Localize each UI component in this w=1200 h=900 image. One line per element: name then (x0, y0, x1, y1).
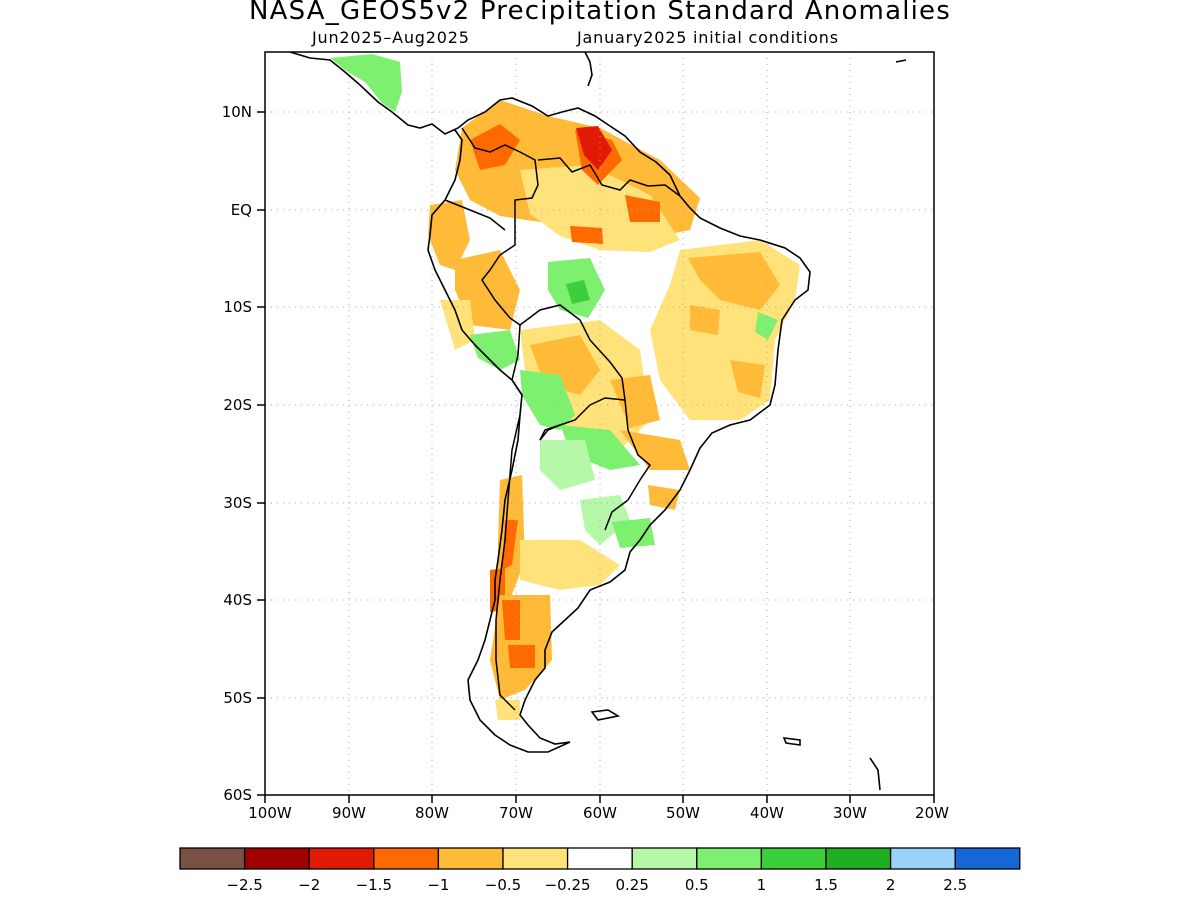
anomaly-region (648, 485, 680, 510)
colorbar-label: 2.5 (943, 876, 967, 894)
colorbar-swatch (373, 847, 440, 870)
country-borders (444, 127, 681, 711)
anomaly-region (540, 440, 595, 490)
lon-label: 80W (415, 804, 449, 822)
colorbar-label: 1 (757, 876, 767, 894)
coastlines (289, 52, 907, 791)
colorbar-label: −2.5 (226, 876, 262, 894)
forecast-period: Jun2025–Aug2025 (312, 28, 470, 47)
lat-label: 20S (223, 396, 252, 414)
anomaly-region (625, 195, 660, 222)
chart-title: NASA_GEOS5v2 Precipitation Standard Anom… (248, 0, 952, 26)
colorbar-swatch (566, 847, 633, 870)
anomaly-region (560, 425, 640, 470)
lon-label: 60W (583, 804, 617, 822)
anomaly-region (576, 126, 612, 170)
colorbar-label: 1.5 (814, 876, 838, 894)
lat-label: 30S (223, 494, 252, 512)
lat-label: 60S (223, 786, 252, 804)
anomaly-region (566, 280, 590, 304)
anomaly-region (610, 375, 660, 428)
anomaly-region (612, 518, 655, 548)
colorbar-swatch (889, 847, 956, 870)
anomaly-region (470, 330, 520, 370)
lon-label: 40W (750, 804, 784, 822)
colorbar-swatch (954, 847, 1021, 870)
lat-label: EQ (231, 201, 252, 219)
colorbar-swatch (696, 847, 763, 870)
initial-conditions: January2025 initial conditions (577, 28, 839, 47)
colorbar-swatch (179, 847, 246, 870)
colorbar-label: −0.5 (485, 876, 521, 894)
colorbar-label: −1 (427, 876, 449, 894)
colorbar-swatch (825, 847, 892, 870)
lat-label: 10S (223, 298, 252, 316)
anomaly-region (520, 540, 620, 590)
colorbar-swatch (631, 847, 698, 870)
colorbar-label: 0.5 (685, 876, 709, 894)
anomaly-region (330, 54, 402, 112)
lon-label: 50W (666, 804, 700, 822)
lon-label: 70W (499, 804, 533, 822)
anomaly-region (690, 305, 720, 335)
colorbar-label: 0.25 (615, 876, 648, 894)
longitude-labels: 100W 90W 80W 70W 60W 50W 40W 30W 20W (248, 804, 949, 822)
lon-label: 30W (833, 804, 867, 822)
anomaly-region (520, 370, 575, 430)
colorbar-label: −0.25 (545, 876, 591, 894)
anomaly-region (470, 124, 520, 170)
colorbar-swatch (502, 847, 569, 870)
colorbar-label: −1.5 (356, 876, 392, 894)
colorbar (179, 847, 1021, 870)
anomaly-region (570, 226, 603, 244)
anomaly-region (502, 600, 520, 640)
colorbar-label: 2 (886, 876, 896, 894)
lon-label: 20W (915, 804, 949, 822)
axis-ticks (257, 111, 935, 803)
colorbar-swatch (437, 847, 504, 870)
lon-label: 100W (248, 804, 292, 822)
anomaly-region (688, 252, 780, 310)
colorbar-swatch (308, 847, 375, 870)
anomaly-region (428, 200, 470, 270)
anomaly-region (755, 312, 778, 340)
anomaly-region (730, 360, 765, 398)
lat-label: 50S (223, 689, 252, 707)
anomaly-region (495, 700, 520, 720)
latitude-labels: 10N EQ 10S 20S 30S 40S 50S 60S (222, 103, 252, 804)
colorbar-label: −2 (298, 876, 320, 894)
anomaly-region (508, 645, 535, 668)
lon-label: 90W (332, 804, 366, 822)
anomaly-region (440, 300, 475, 350)
colorbar-swatch (760, 847, 827, 870)
colorbar-swatch (243, 847, 310, 870)
lat-label: 10N (222, 103, 252, 121)
anomaly-region (620, 430, 690, 470)
lat-label: 40S (223, 591, 252, 609)
colorbar-labels: −2.5 −2 −1.5 −1 −0.5 −0.25 0.25 0.5 1 1.5 2 2.5 (226, 876, 967, 894)
